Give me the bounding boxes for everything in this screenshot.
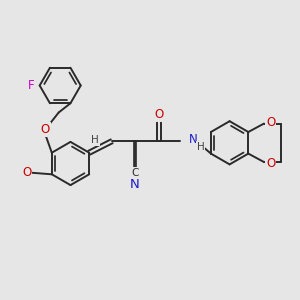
Text: F: F <box>28 79 34 92</box>
Text: N: N <box>188 133 197 146</box>
Text: O: O <box>40 123 50 136</box>
Text: H: H <box>91 135 99 146</box>
Text: O: O <box>154 108 164 122</box>
Text: O: O <box>266 116 275 129</box>
Text: H: H <box>196 142 204 152</box>
Text: C: C <box>131 168 139 178</box>
Text: O: O <box>22 166 32 179</box>
Text: N: N <box>130 178 140 191</box>
Text: O: O <box>266 157 275 170</box>
